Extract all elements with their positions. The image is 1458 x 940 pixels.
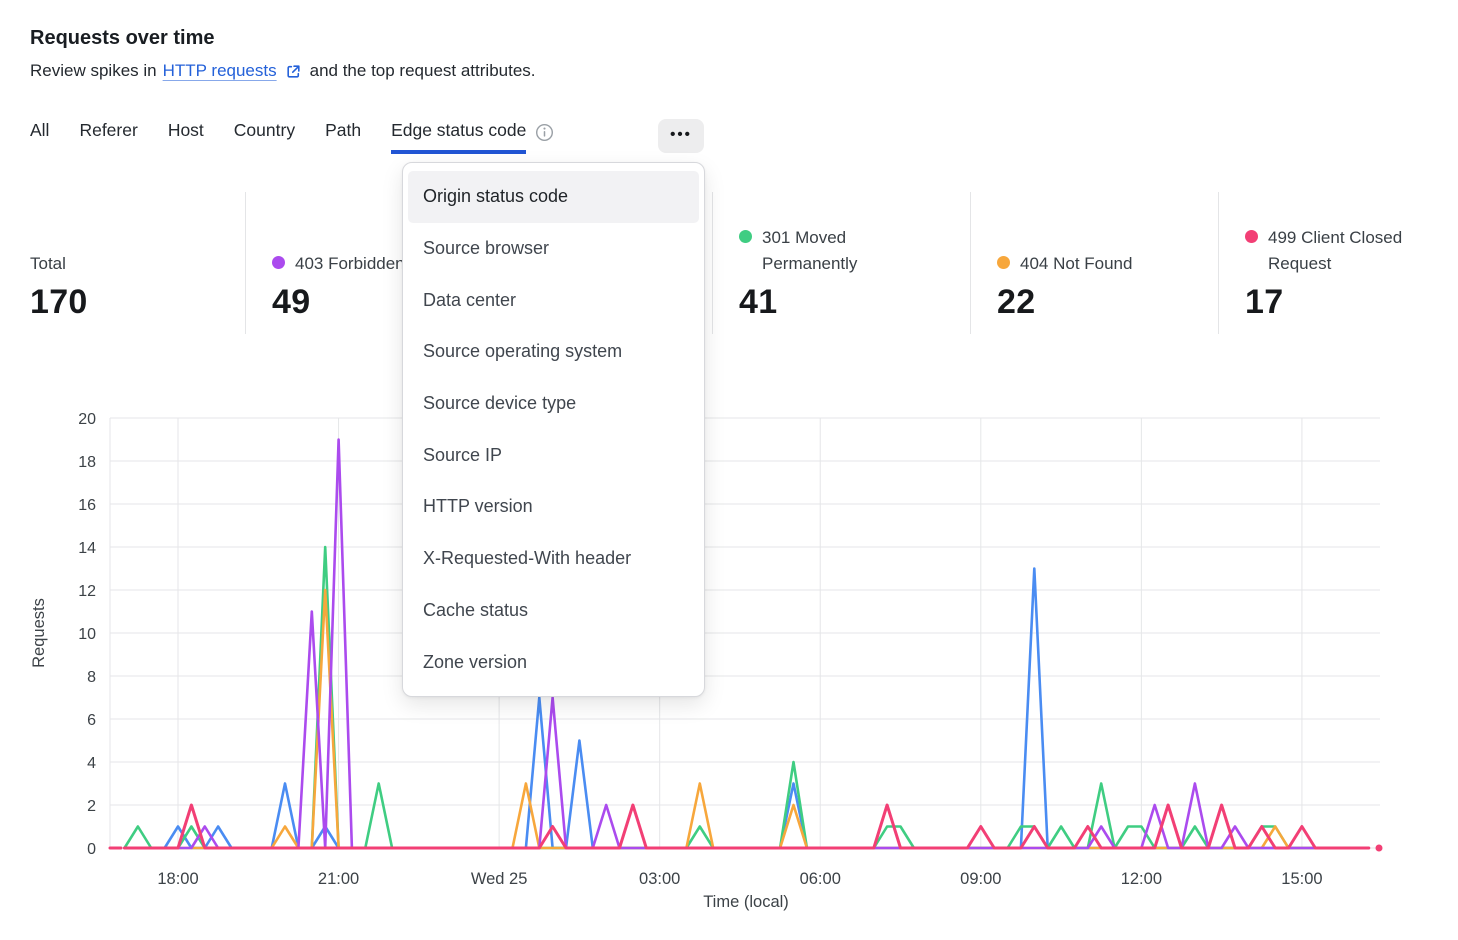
legend-dot xyxy=(739,230,752,243)
tab-country[interactable]: Country xyxy=(234,120,295,154)
x-tick-label: Wed 25 xyxy=(471,870,528,888)
y-tick-label: 18 xyxy=(78,454,96,471)
stat-404-not-found: 404 Not Found 22 xyxy=(970,192,1218,334)
menu-item-cache-status[interactable]: Cache status xyxy=(423,599,529,620)
y-tick-label: 8 xyxy=(87,669,96,686)
stat-label: 403 Forbidden xyxy=(272,251,490,277)
menu-item-source-device-type[interactable]: Source device type xyxy=(423,393,577,414)
stat-301-moved-permanently: 301 Moved Permanently 41 xyxy=(712,192,970,334)
tab-label: Referer xyxy=(79,120,138,140)
tab-edge-status-code[interactable]: Edge status code xyxy=(391,120,554,154)
legend-dot xyxy=(272,255,285,269)
stat-label-text: 404 Not Found xyxy=(1020,253,1133,273)
stat-label: Total xyxy=(30,251,245,277)
menu-item-http-version[interactable]: HTTP version xyxy=(423,496,533,517)
info-icon[interactable] xyxy=(535,123,554,142)
series-line-499-client-closed-request xyxy=(123,803,1371,850)
page-title: Requests over time xyxy=(30,27,215,50)
menu-item-source-ip[interactable]: Source IP xyxy=(423,444,503,465)
tab-path[interactable]: Path xyxy=(325,120,361,154)
stat-label-text: 499 Client Closed Request xyxy=(1268,228,1403,273)
http-requests-link[interactable]: HTTP requests xyxy=(162,61,277,80)
stat-value: 17 xyxy=(1245,283,1284,321)
y-tick-label: 6 xyxy=(87,712,96,729)
tab-label: Path xyxy=(325,120,362,140)
stat-value: 49 xyxy=(272,283,311,321)
y-tick-label: 12 xyxy=(78,583,96,600)
x-tick-label: 03:00 xyxy=(639,870,680,888)
external-link-icon xyxy=(285,63,302,80)
page-subtitle: Review spikes in HTTP requests and the t… xyxy=(30,61,536,81)
y-tick-label: 0 xyxy=(87,841,96,858)
stat-label-text: Total xyxy=(30,253,66,273)
menu-item-source-operating-system[interactable]: Source operating system xyxy=(423,341,623,362)
x-tick-label: 06:00 xyxy=(800,870,841,888)
stat-label-text: 403 Forbidden xyxy=(295,253,405,273)
stat-label: 301 Moved Permanently xyxy=(739,225,970,276)
menu-item-x-requested-with-header[interactable]: X-Requested-With header xyxy=(423,548,632,569)
stat-499-client-closed-request: 499 Client Closed Request 17 xyxy=(1218,192,1440,334)
legend-dot xyxy=(1245,230,1258,243)
stats-row: Total 170 403 Forbidden 49 301 Moved Permane… xyxy=(30,192,1440,334)
series-line-unknown xyxy=(123,567,1357,850)
y-tick-label: 2 xyxy=(87,798,96,815)
tab-label: Host xyxy=(167,120,204,140)
menu-item-origin-status-code[interactable]: Origin status code xyxy=(408,171,699,223)
x-tick-label: 21:00 xyxy=(318,870,359,888)
stat-total: Total 170 xyxy=(30,192,245,334)
y-tick-label: 10 xyxy=(78,626,96,643)
stat-value: 22 xyxy=(997,283,1036,321)
y-tick-label: 20 xyxy=(78,411,96,428)
x-tick-label: 15:00 xyxy=(1281,870,1322,888)
tab-referer[interactable]: Referer xyxy=(79,120,137,154)
subtitle-prefix: Review spikes in xyxy=(30,61,157,80)
tab-all[interactable]: All xyxy=(30,120,49,154)
stat-label: 404 Not Found xyxy=(997,251,1218,277)
attribute-dropdown-menu: Origin status code Source browser Data cen… xyxy=(402,162,705,697)
series-line-301-moved-permanently xyxy=(123,545,1357,850)
y-tick-label: 4 xyxy=(87,755,96,772)
y-axis-title: Requests xyxy=(30,598,48,668)
x-tick-label: 12:00 xyxy=(1121,870,1162,888)
y-tick-label: 14 xyxy=(78,540,96,557)
menu-item-data-center[interactable]: Data center xyxy=(423,289,517,310)
stat-value: 41 xyxy=(739,283,778,321)
series-end-dot-499-client-closed-request xyxy=(1375,844,1383,852)
legend-dot xyxy=(997,255,1010,269)
stat-label-text: 301 Moved Permanently xyxy=(762,228,858,273)
x-tick-label: 18:00 xyxy=(157,870,198,888)
x-axis-title: Time (local) xyxy=(703,893,789,911)
stat-403-forbidden: 403 Forbidden 49 xyxy=(245,192,490,334)
subtitle-suffix: and the top request attributes. xyxy=(309,61,536,80)
tab-label: Country xyxy=(233,120,296,140)
stat-label: 499 Client Closed Request xyxy=(1245,225,1440,276)
more-tabs-button[interactable]: ••• xyxy=(658,119,704,153)
menu-item-zone-version[interactable]: Zone version xyxy=(423,651,528,672)
ellipsis-icon: ••• xyxy=(670,125,692,143)
tab-host[interactable]: Host xyxy=(168,120,204,154)
menu-item-source-browser[interactable]: Source browser xyxy=(423,238,550,259)
tab-bar: All Referer Host Country Path Edge status cod… xyxy=(30,120,554,154)
tab-label: Edge status code xyxy=(391,120,527,154)
tab-label: All xyxy=(30,120,50,140)
y-tick-label: 16 xyxy=(78,497,96,514)
stat-value: 170 xyxy=(30,283,88,321)
x-tick-label: 09:00 xyxy=(960,870,1001,888)
series-line-403-forbidden xyxy=(123,438,1357,850)
